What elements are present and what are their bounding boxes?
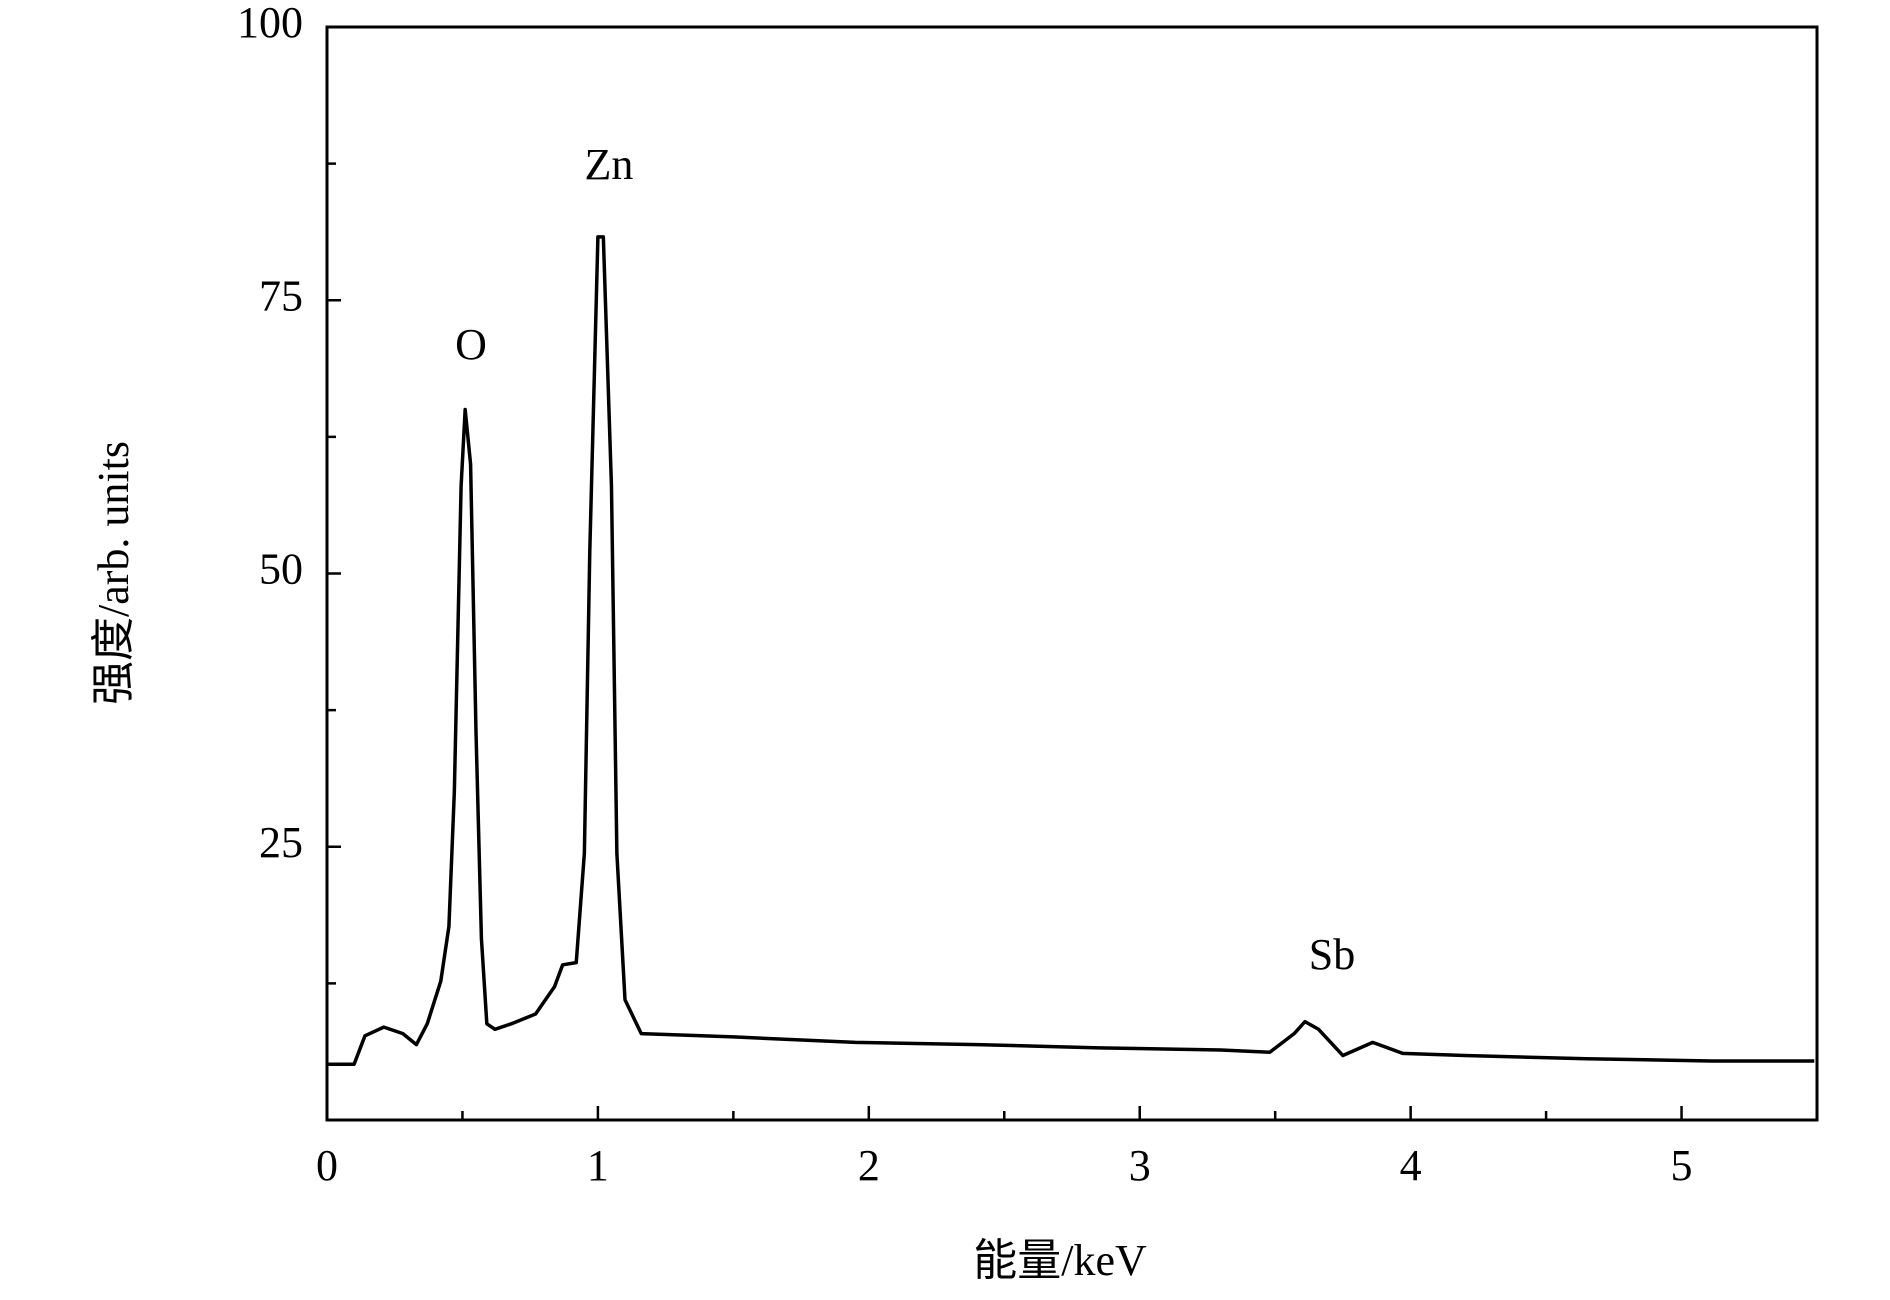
- annotation: Sb: [1309, 930, 1355, 979]
- x-tick-label: 4: [1400, 1141, 1422, 1190]
- y-tick-label: 50: [259, 545, 303, 594]
- x-tick-label: 2: [858, 1141, 880, 1190]
- annotation: O: [455, 320, 487, 369]
- y-tick-label: 25: [259, 818, 303, 867]
- x-tick-label: 1: [587, 1141, 609, 1190]
- x-tick-label: 3: [1129, 1141, 1151, 1190]
- annotation: Zn: [585, 140, 634, 189]
- y-tick-label: 100: [237, 0, 303, 47]
- x-tick-label: 5: [1671, 1141, 1693, 1190]
- y-axis-label: 强度/arb. units: [89, 441, 138, 705]
- x-tick-label: 0: [316, 1141, 338, 1190]
- x-axis-label: 能量/keV: [973, 1236, 1147, 1285]
- y-tick-label: 75: [259, 271, 303, 320]
- spectrum-line: [327, 235, 1815, 1067]
- plot-frame: [325, 25, 1819, 1122]
